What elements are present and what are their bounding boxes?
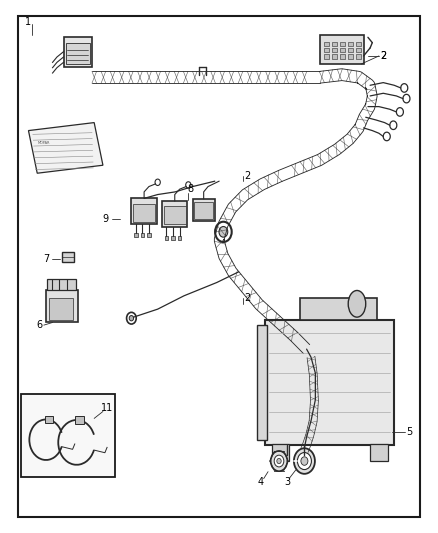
Bar: [348, 48, 353, 52]
Ellipse shape: [127, 312, 136, 324]
Bar: [300, 298, 377, 320]
Bar: [324, 48, 329, 52]
Bar: [49, 298, 73, 320]
Bar: [324, 42, 329, 46]
Bar: [348, 54, 353, 59]
Bar: [193, 199, 215, 221]
Text: 8: 8: [187, 184, 194, 194]
Bar: [134, 233, 138, 237]
Text: 3: 3: [284, 478, 290, 487]
Ellipse shape: [277, 458, 281, 464]
Ellipse shape: [274, 455, 284, 467]
Bar: [21, 394, 115, 477]
Bar: [45, 416, 53, 423]
Bar: [178, 236, 181, 240]
Bar: [165, 236, 168, 240]
Bar: [340, 42, 345, 46]
Bar: [332, 54, 337, 59]
Bar: [370, 444, 388, 461]
Bar: [332, 48, 337, 52]
Bar: [194, 202, 213, 219]
Bar: [272, 444, 289, 461]
Text: 2: 2: [380, 51, 386, 61]
Bar: [147, 233, 151, 237]
Text: 1: 1: [25, 18, 32, 27]
Bar: [356, 48, 361, 52]
Ellipse shape: [271, 451, 287, 471]
Ellipse shape: [215, 222, 232, 242]
Bar: [171, 236, 175, 240]
Bar: [162, 201, 187, 227]
Text: 2: 2: [380, 51, 386, 61]
Ellipse shape: [348, 290, 366, 317]
Text: 4: 4: [258, 478, 264, 487]
Text: 5: 5: [406, 427, 413, 437]
Bar: [340, 48, 345, 52]
Bar: [47, 279, 76, 290]
Bar: [75, 416, 84, 424]
Bar: [66, 43, 90, 64]
Ellipse shape: [186, 182, 191, 188]
Text: 7: 7: [43, 254, 49, 263]
Bar: [164, 206, 186, 224]
Bar: [320, 35, 364, 64]
Bar: [332, 42, 337, 46]
Ellipse shape: [155, 179, 160, 185]
Bar: [340, 54, 345, 59]
Bar: [265, 320, 394, 445]
Bar: [348, 42, 353, 46]
Text: 11: 11: [101, 403, 113, 413]
Bar: [62, 252, 74, 262]
Ellipse shape: [301, 457, 308, 465]
Bar: [356, 54, 361, 59]
Bar: [46, 290, 78, 322]
Text: 9: 9: [102, 214, 108, 223]
Text: 2: 2: [244, 294, 251, 303]
Text: 2: 2: [244, 171, 251, 181]
Ellipse shape: [297, 453, 311, 470]
Text: 6: 6: [36, 320, 42, 330]
Bar: [356, 42, 361, 46]
Ellipse shape: [294, 448, 315, 474]
Polygon shape: [28, 123, 103, 173]
Bar: [324, 54, 329, 59]
Ellipse shape: [219, 227, 228, 237]
Bar: [141, 233, 144, 237]
Text: MOPAR: MOPAR: [38, 141, 50, 146]
Bar: [257, 325, 267, 440]
Bar: [131, 198, 157, 224]
Bar: [133, 204, 155, 222]
Bar: [33, 138, 55, 149]
Ellipse shape: [129, 316, 134, 321]
Bar: [64, 37, 92, 67]
